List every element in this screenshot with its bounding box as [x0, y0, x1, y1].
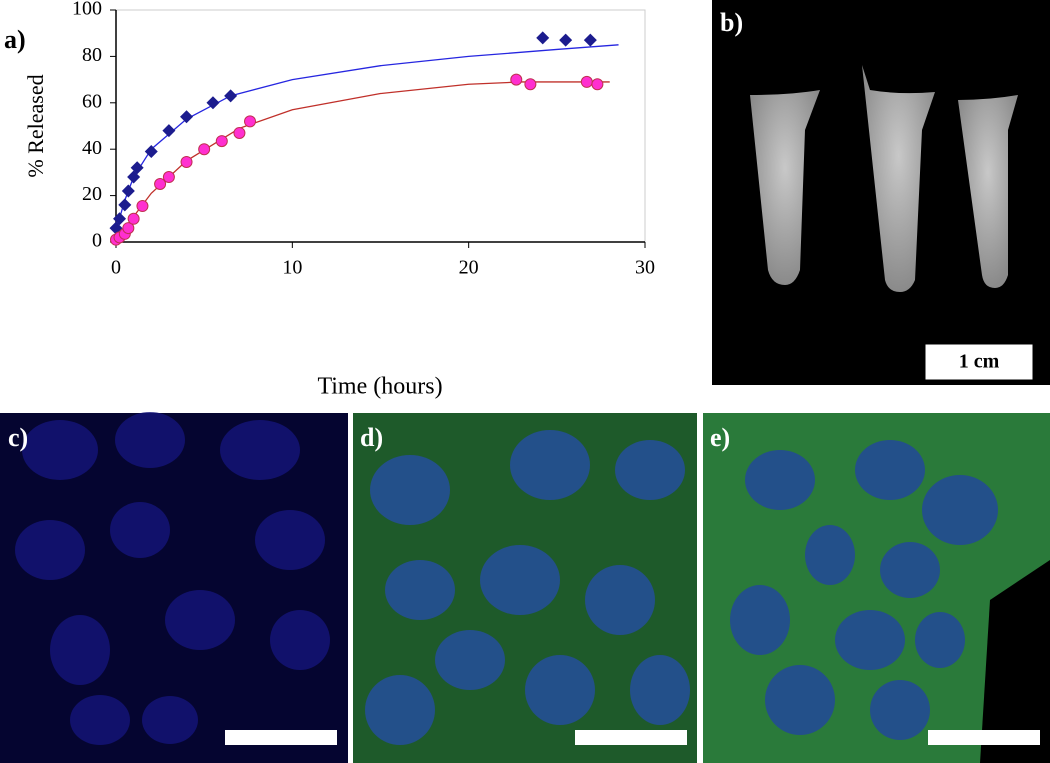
y-tick-label: 0 [92, 230, 102, 252]
panel-label: d) [360, 423, 383, 452]
panel-label: b) [720, 8, 743, 37]
scale-bar [225, 730, 337, 745]
data-point [224, 89, 238, 103]
data-point [583, 33, 597, 47]
nuclei [365, 430, 690, 745]
data-point [206, 96, 220, 110]
y-tick-label: 40 [82, 137, 102, 159]
data-point [154, 178, 167, 190]
scale-bar-label: 1 cm [959, 351, 1000, 373]
data-point [136, 200, 149, 213]
x-tick-label: 30 [635, 257, 655, 279]
data-point [559, 33, 573, 47]
x-axis-label: Time (hours) [317, 374, 442, 400]
y-tick-label: 20 [82, 183, 102, 205]
panel-label: e) [710, 423, 730, 452]
data-point [118, 198, 132, 212]
nuclei [730, 440, 998, 740]
data-point [244, 115, 257, 128]
data-point [162, 124, 176, 138]
data-point [113, 212, 127, 226]
panel-label: c) [8, 423, 28, 452]
scale-bar-box [924, 343, 1034, 381]
data-point [127, 212, 140, 225]
data-point [144, 145, 158, 159]
fit-line [115, 44, 619, 231]
data-point [215, 135, 228, 148]
y-tick-label: 60 [82, 90, 102, 112]
data-point [524, 78, 537, 91]
data-point [591, 78, 604, 91]
data-point [536, 31, 550, 45]
nuclei [15, 412, 330, 745]
data-point [510, 73, 523, 86]
scale-bar [575, 730, 687, 745]
tube [750, 90, 820, 285]
tube [958, 95, 1018, 288]
scale-bar [928, 730, 1040, 745]
data-point [180, 110, 194, 124]
data-point [198, 143, 211, 156]
data-point [121, 184, 135, 198]
data-point [580, 75, 593, 88]
data-point [122, 222, 135, 235]
x-tick-label: 10 [282, 257, 302, 279]
panel-label: a) [4, 25, 26, 54]
y-tick-label: 100 [72, 0, 102, 20]
tube [862, 65, 935, 292]
y-axis-label: % Released [23, 74, 48, 177]
x-tick-label: 20 [459, 257, 479, 279]
background [980, 560, 1050, 763]
data-point [130, 161, 144, 175]
data-point [162, 171, 175, 184]
data-point [180, 155, 193, 168]
x-tick-label: 0 [111, 257, 121, 279]
y-tick-label: 80 [82, 44, 102, 66]
data-point [233, 126, 246, 139]
